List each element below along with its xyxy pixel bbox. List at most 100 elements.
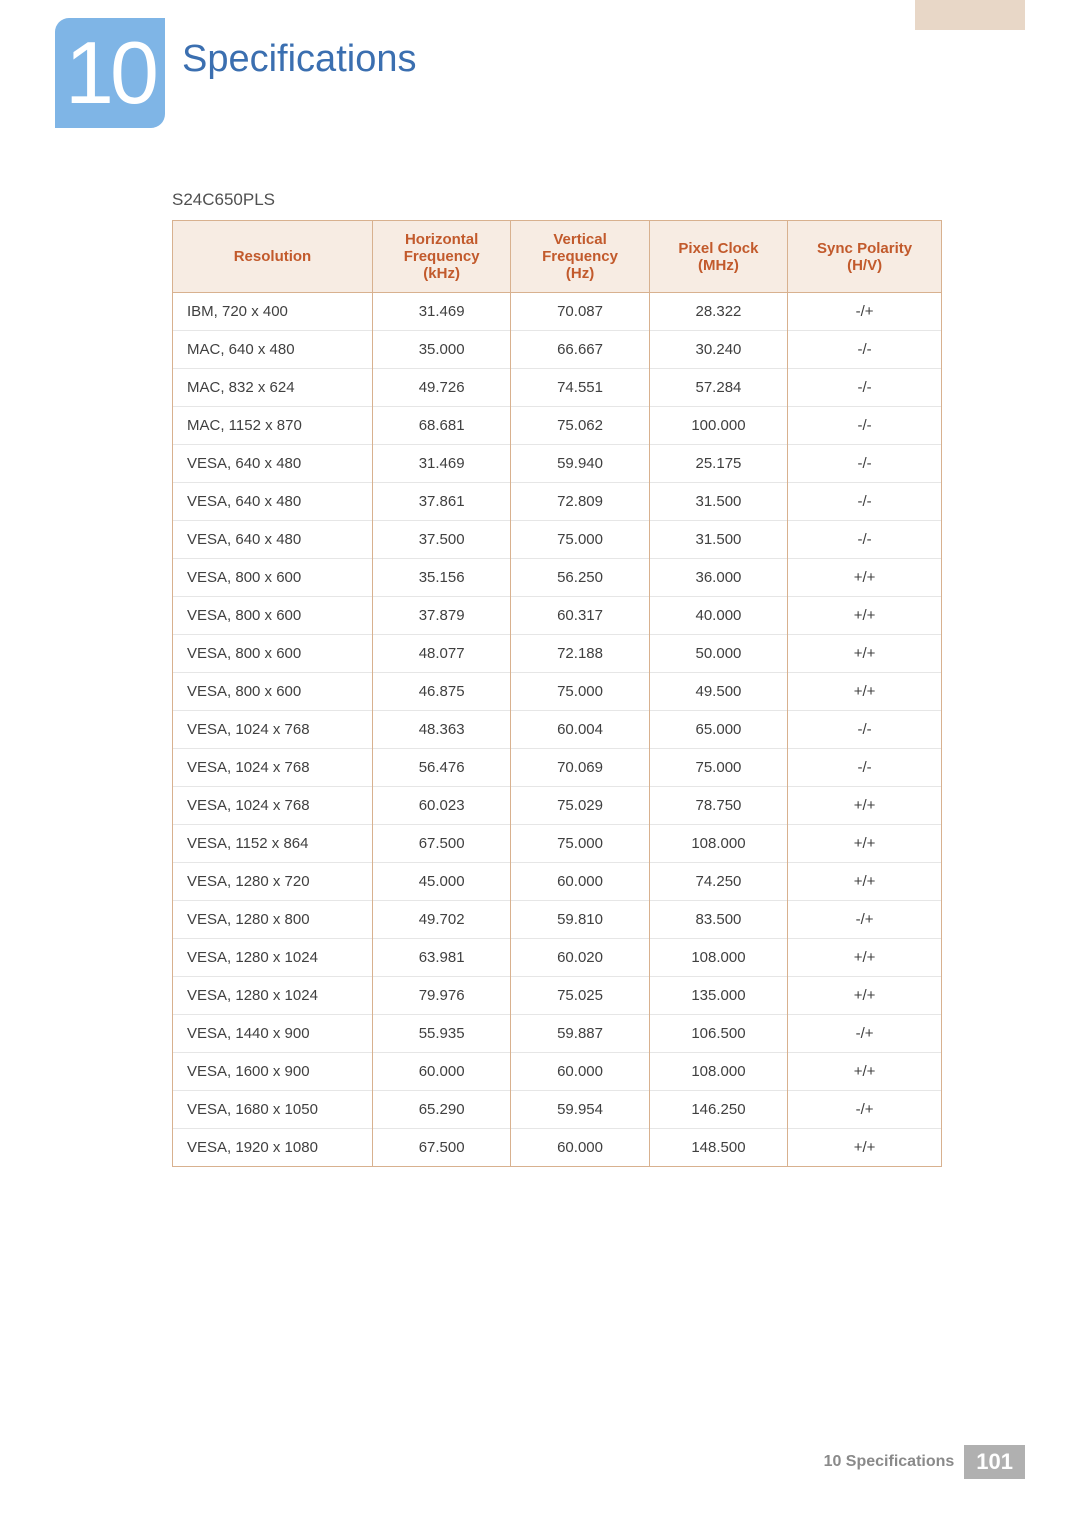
cell-value: 72.809 — [511, 483, 649, 521]
cell-value: -/+ — [788, 293, 942, 331]
cell-value: 36.000 — [649, 559, 787, 597]
cell-value: 108.000 — [649, 825, 787, 863]
cell-resolution: VESA, 800 x 600 — [173, 559, 373, 597]
cell-value: 48.077 — [372, 635, 510, 673]
cell-value: 65.290 — [372, 1091, 510, 1129]
cell-value: 56.250 — [511, 559, 649, 597]
cell-value: 70.087 — [511, 293, 649, 331]
cell-value: 49.500 — [649, 673, 787, 711]
col-header-resolution: Resolution — [173, 221, 373, 293]
cell-value: 70.069 — [511, 749, 649, 787]
cell-value: +/+ — [788, 559, 942, 597]
cell-value: -/- — [788, 483, 942, 521]
cell-value: 74.551 — [511, 369, 649, 407]
col-header-text: Frequency — [404, 248, 480, 265]
cell-value: 37.500 — [372, 521, 510, 559]
cell-value: 49.726 — [372, 369, 510, 407]
col-header-text: (kHz) — [423, 265, 460, 282]
cell-value: 35.156 — [372, 559, 510, 597]
cell-value: 72.188 — [511, 635, 649, 673]
cell-resolution: MAC, 640 x 480 — [173, 331, 373, 369]
chapter-number-block: 10 — [55, 18, 165, 128]
col-header-text: Pixel Clock — [678, 240, 758, 257]
cell-resolution: VESA, 1280 x 800 — [173, 901, 373, 939]
cell-value: +/+ — [788, 863, 942, 901]
table-row: VESA, 1152 x 86467.50075.000108.000+/+ — [173, 825, 942, 863]
cell-value: 31.469 — [372, 293, 510, 331]
cell-value: -/- — [788, 445, 942, 483]
table-row: VESA, 640 x 48037.50075.00031.500-/- — [173, 521, 942, 559]
col-header-sync-polarity: Sync Polarity (H/V) — [788, 221, 942, 293]
cell-value: 28.322 — [649, 293, 787, 331]
table-row: VESA, 1280 x 102463.98160.020108.000+/+ — [173, 939, 942, 977]
table-row: IBM, 720 x 40031.46970.08728.322-/+ — [173, 293, 942, 331]
cell-resolution: VESA, 640 x 480 — [173, 483, 373, 521]
cell-value: -/- — [788, 521, 942, 559]
chapter-number: 10 — [65, 29, 155, 117]
cell-resolution: MAC, 832 x 624 — [173, 369, 373, 407]
col-header-text: Frequency — [542, 248, 618, 265]
cell-value: 75.000 — [511, 673, 649, 711]
col-header-text: (MHz) — [698, 257, 739, 274]
cell-value: 60.020 — [511, 939, 649, 977]
cell-value: 30.240 — [649, 331, 787, 369]
cell-value: 75.029 — [511, 787, 649, 825]
cell-resolution: VESA, 1280 x 1024 — [173, 977, 373, 1015]
cell-value: 75.025 — [511, 977, 649, 1015]
cell-resolution: VESA, 1600 x 900 — [173, 1053, 373, 1091]
cell-value: 48.363 — [372, 711, 510, 749]
cell-value: 46.875 — [372, 673, 510, 711]
cell-value: 57.284 — [649, 369, 787, 407]
cell-value: 100.000 — [649, 407, 787, 445]
cell-resolution: VESA, 1920 x 1080 — [173, 1129, 373, 1167]
table-row: VESA, 800 x 60035.15656.25036.000+/+ — [173, 559, 942, 597]
footer-page-number: 101 — [964, 1445, 1025, 1479]
cell-resolution: VESA, 1024 x 768 — [173, 787, 373, 825]
cell-value: 83.500 — [649, 901, 787, 939]
cell-value: 55.935 — [372, 1015, 510, 1053]
cell-value: 59.810 — [511, 901, 649, 939]
cell-value: 59.954 — [511, 1091, 649, 1129]
cell-resolution: VESA, 800 x 600 — [173, 673, 373, 711]
cell-value: 65.000 — [649, 711, 787, 749]
cell-value: 108.000 — [649, 939, 787, 977]
table-row: VESA, 640 x 48031.46959.94025.175-/- — [173, 445, 942, 483]
cell-value: 79.976 — [372, 977, 510, 1015]
col-header-pixel-clock: Pixel Clock (MHz) — [649, 221, 787, 293]
table-row: VESA, 1024 x 76860.02375.02978.750+/+ — [173, 787, 942, 825]
cell-value: 59.940 — [511, 445, 649, 483]
cell-value: 49.702 — [372, 901, 510, 939]
cell-value: 67.500 — [372, 825, 510, 863]
specifications-table: Resolution Horizontal Frequency (kHz) Ve… — [172, 220, 942, 1167]
cell-value: 59.887 — [511, 1015, 649, 1053]
col-header-text: (H/V) — [847, 257, 882, 274]
cell-value: 74.250 — [649, 863, 787, 901]
footer-section-label: 10 Specifications — [824, 1453, 955, 1471]
cell-value: 56.476 — [372, 749, 510, 787]
chapter-title: Specifications — [182, 38, 416, 81]
table-row: VESA, 800 x 60037.87960.31740.000+/+ — [173, 597, 942, 635]
col-header-vertical-frequency: Vertical Frequency (Hz) — [511, 221, 649, 293]
cell-value: +/+ — [788, 977, 942, 1015]
col-header-text: Sync Polarity — [817, 240, 912, 257]
cell-resolution: VESA, 640 x 480 — [173, 445, 373, 483]
cell-value: 135.000 — [649, 977, 787, 1015]
cell-value: 31.500 — [649, 483, 787, 521]
cell-value: 31.469 — [372, 445, 510, 483]
page-footer: 10 Specifications 101 — [824, 1445, 1025, 1479]
cell-resolution: VESA, 1280 x 720 — [173, 863, 373, 901]
cell-value: +/+ — [788, 597, 942, 635]
cell-value: 63.981 — [372, 939, 510, 977]
col-header-horizontal-frequency: Horizontal Frequency (kHz) — [372, 221, 510, 293]
cell-value: -/+ — [788, 901, 942, 939]
cell-value: 66.667 — [511, 331, 649, 369]
cell-value: +/+ — [788, 1053, 942, 1091]
col-header-text: Resolution — [234, 248, 312, 265]
cell-value: 60.023 — [372, 787, 510, 825]
header-accent-block — [915, 0, 1025, 30]
cell-resolution: MAC, 1152 x 870 — [173, 407, 373, 445]
cell-resolution: VESA, 640 x 480 — [173, 521, 373, 559]
cell-value: 148.500 — [649, 1129, 787, 1167]
cell-value: 31.500 — [649, 521, 787, 559]
table-header: Resolution Horizontal Frequency (kHz) Ve… — [173, 221, 942, 293]
